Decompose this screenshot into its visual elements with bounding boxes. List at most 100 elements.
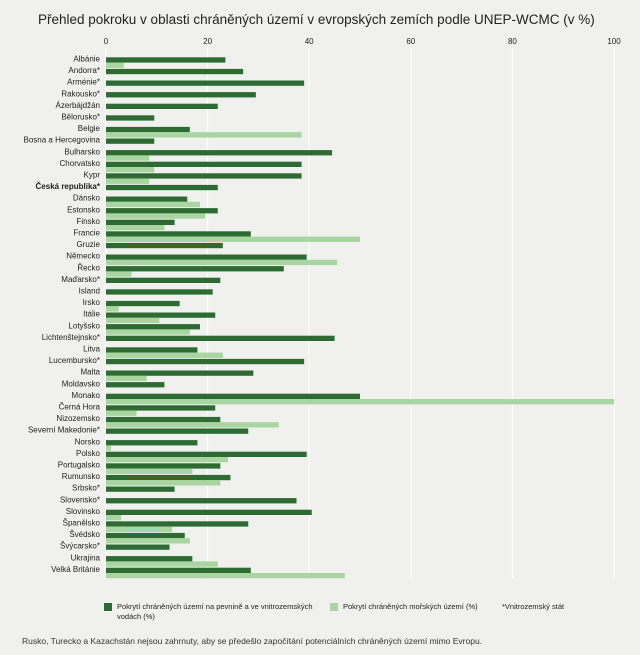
- bar-marine: [106, 178, 150, 184]
- bar-terrestrial: [106, 161, 302, 167]
- x-tick-label-20: 20: [203, 37, 212, 46]
- bar-marine: [106, 155, 150, 161]
- bar-terrestrial: [106, 324, 200, 330]
- bar-marine: [106, 317, 160, 324]
- category-label: Chorvatsko: [60, 159, 101, 168]
- bar-terrestrial: [106, 405, 216, 411]
- bar-marine: [106, 515, 122, 521]
- bar-marine: [106, 375, 147, 382]
- bar-terrestrial: [106, 68, 244, 75]
- bar-terrestrial: [106, 242, 223, 249]
- category-label: Rakousko*: [61, 89, 100, 98]
- category-label: Finsko: [76, 217, 100, 226]
- category-label: Itálie: [83, 310, 100, 319]
- x-tick-label-60: 60: [406, 37, 415, 46]
- legend-label-marine: Pokrytí chráněných mořských území (%): [343, 602, 478, 611]
- category-label: Belgie: [78, 124, 101, 133]
- category-label: Arménie*: [67, 78, 100, 87]
- category-label: Maďarsko*: [61, 275, 100, 284]
- bar-terrestrial: [106, 440, 198, 446]
- bar-terrestrial: [106, 92, 256, 98]
- category-labels: Albánie Andorra* Arménie* Rakousko* Ázerbájd…: [24, 55, 101, 574]
- bar-marine: [106, 480, 221, 486]
- category-label: Švýcarsko*: [60, 542, 100, 551]
- bar-marine: [106, 132, 302, 138]
- bar-marine: [106, 468, 193, 474]
- x-tick-label-0: 0: [104, 37, 109, 46]
- bar-terrestrial: [106, 80, 305, 86]
- bar-terrestrial: [106, 416, 221, 423]
- bar-marine: [106, 213, 206, 219]
- category-label: Dánsko: [73, 194, 101, 203]
- category-label: Lucembursko*: [49, 356, 100, 365]
- bar-terrestrial: [106, 498, 297, 504]
- bar-terrestrial: [106, 266, 284, 272]
- category-label: Bělorusko*: [61, 113, 100, 122]
- bar-terrestrial: [106, 567, 251, 573]
- legend-swatch-marine: [330, 603, 338, 611]
- category-label: Monako: [72, 391, 101, 400]
- bar-marine: [106, 573, 345, 579]
- category-label: Estonsko: [67, 205, 100, 214]
- bar-marine: [106, 306, 119, 312]
- bar-marine: [106, 259, 338, 266]
- category-label: Nizozemsko: [56, 414, 100, 423]
- bar-terrestrial: [106, 509, 312, 515]
- bar-terrestrial: [106, 173, 302, 179]
- bar-marine: [106, 399, 614, 405]
- category-label: Velká Británie: [51, 565, 100, 574]
- category-label: Řecko: [77, 263, 100, 272]
- footnote: Rusko, Turecko a Kazachstán nejsou zahrn…: [22, 636, 483, 646]
- bar-terrestrial: [106, 370, 254, 376]
- bar-terrestrial: [106, 358, 305, 365]
- bar-terrestrial: [106, 115, 155, 121]
- category-label: Moldavsko: [62, 379, 101, 388]
- bar-marine: [106, 410, 137, 416]
- bar-marine: [106, 561, 218, 567]
- bar-terrestrial: [106, 103, 218, 109]
- bar-terrestrial: [106, 382, 165, 388]
- category-label: Bulharsko: [64, 147, 100, 156]
- bar-marine: [106, 236, 360, 242]
- bar-terrestrial: [106, 138, 155, 144]
- bar-marine: [106, 62, 124, 68]
- bar-terrestrial: [106, 150, 333, 156]
- category-label: Rumunsko: [62, 472, 101, 481]
- bar-marine: [106, 538, 190, 544]
- bar-terrestrial: [106, 277, 221, 283]
- category-label: Kypr: [84, 171, 101, 180]
- bar-terrestrial: [106, 556, 193, 562]
- category-label: Albánie: [73, 55, 100, 64]
- bar-terrestrial: [106, 532, 185, 539]
- category-label: Švédsko: [69, 530, 100, 539]
- x-tick-label-80: 80: [508, 37, 517, 46]
- bar-terrestrial: [106, 474, 231, 481]
- bar-terrestrial: [106, 486, 175, 492]
- bar-terrestrial: [106, 300, 180, 307]
- category-label: Irsko: [83, 298, 101, 307]
- bar-marine: [106, 271, 132, 277]
- category-label: Francie: [73, 229, 100, 238]
- category-label: Lotyšsko: [68, 321, 100, 330]
- category-label: Lichtenštejnsko*: [42, 333, 100, 342]
- bar-terrestrial: [106, 463, 221, 469]
- x-tick-label-100: 100: [607, 37, 621, 46]
- category-label: Ázerbájdžán: [56, 101, 100, 110]
- x-tick-label-40: 40: [305, 37, 314, 46]
- category-label: Gruzie: [76, 240, 100, 249]
- category-label: Slovensko*: [60, 495, 100, 504]
- bar-marine: [106, 167, 155, 173]
- legend-label-terrestrial: Pokrytí chráněných území na pevnině a ve…: [117, 602, 313, 621]
- bar-terrestrial: [106, 289, 213, 295]
- legend: Pokrytí chráněných území na pevnině a ve…: [104, 602, 565, 621]
- bar-chart: 0 20 40 60 80 100 Albánie Andorra* Arménie* Rako…: [24, 37, 622, 621]
- category-label: Česká republika*: [36, 182, 101, 191]
- bar-terrestrial: [106, 231, 251, 237]
- bar-terrestrial: [106, 196, 188, 202]
- bar-terrestrial: [106, 219, 175, 225]
- bar-marine: [106, 201, 200, 208]
- bar-marine: [106, 445, 112, 451]
- bar-terrestrial: [106, 57, 226, 63]
- bar-marine: [106, 329, 190, 335]
- bar-marine: [106, 526, 173, 532]
